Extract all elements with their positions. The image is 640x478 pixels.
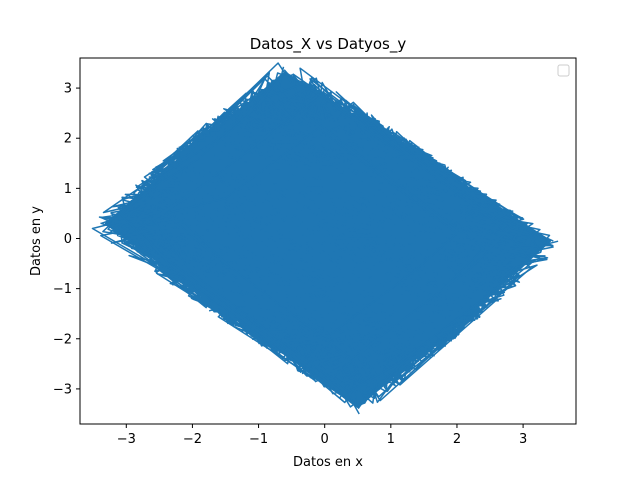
y-tick-label: 3 bbox=[64, 82, 72, 97]
x-tick-label: −1 bbox=[249, 432, 268, 447]
x-tick-label: 1 bbox=[387, 432, 395, 447]
ticks-layer: −3 −2 −1 0 1 2 3 −3 −2 −1 0 1 2 3 bbox=[53, 82, 527, 447]
x-tick-label: −3 bbox=[117, 432, 136, 447]
x-tick-label: 0 bbox=[321, 432, 329, 447]
legend-box bbox=[557, 64, 570, 77]
series-0-edge-3 bbox=[100, 66, 285, 224]
y-tick-label: −2 bbox=[53, 332, 72, 347]
series-0-edge-2 bbox=[100, 222, 360, 415]
x-tick-label: 2 bbox=[453, 432, 461, 447]
y-tick-label: 2 bbox=[64, 132, 72, 147]
axes-frame bbox=[79, 57, 577, 425]
series-0-edge-0 bbox=[283, 69, 554, 242]
plot-layer bbox=[91, 62, 559, 415]
x-tick-label: 3 bbox=[519, 432, 527, 447]
series-0-edge-1 bbox=[357, 240, 559, 410]
chart-title: Datos_X vs Datyos_y bbox=[250, 35, 407, 54]
y-axis-label: Datos en y bbox=[29, 206, 44, 276]
series-0-line bbox=[106, 72, 551, 408]
x-axis-label: Datos en x bbox=[293, 455, 363, 470]
x-tick-label: −2 bbox=[183, 432, 202, 447]
y-tick-label: 0 bbox=[64, 232, 72, 247]
y-tick-label: 1 bbox=[64, 182, 72, 197]
y-tick-label: −1 bbox=[53, 282, 72, 297]
y-tick-label: −3 bbox=[53, 382, 72, 397]
series-0-trace-2 bbox=[91, 74, 551, 404]
